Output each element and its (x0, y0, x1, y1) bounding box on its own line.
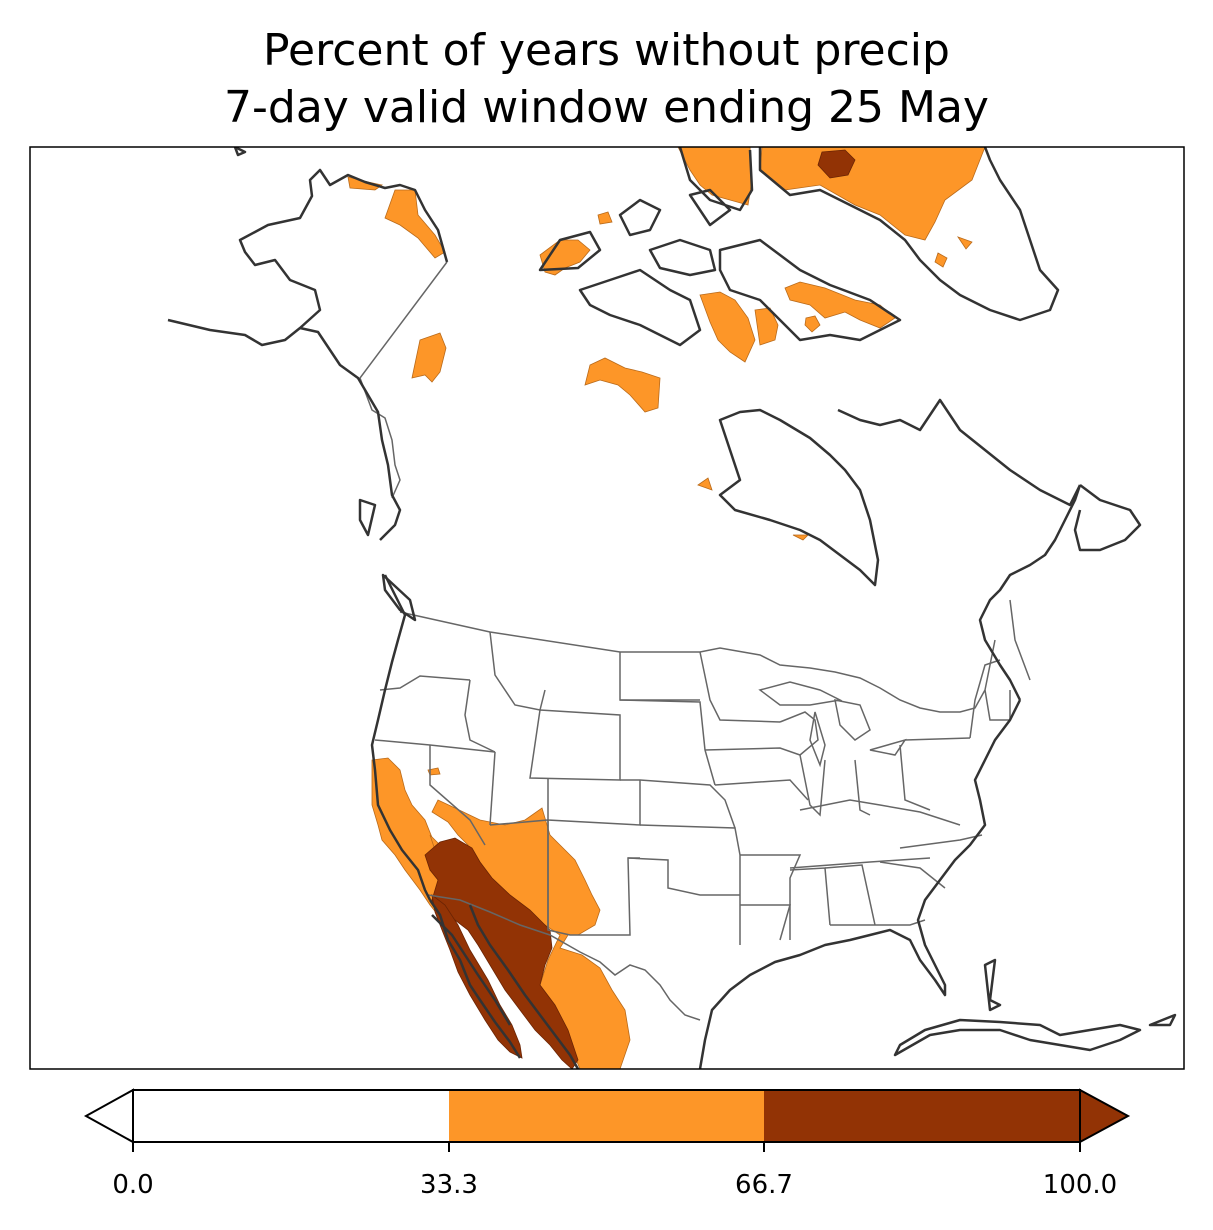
title-line-2: 7-day valid window ending 25 May (224, 82, 989, 133)
ky-oh (799, 799, 961, 826)
ny-ne (969, 659, 1001, 739)
colorbar-bin-mid (449, 1090, 764, 1142)
coast-gulf (698, 699, 1022, 1069)
colorbar-tick-label: 100.0 (1042, 1170, 1118, 1200)
lake-superior (758, 681, 843, 706)
al-ga (824, 864, 876, 926)
region-nunavut-central (584, 357, 661, 413)
lake-erie (869, 738, 907, 756)
region-hudson-sm2 (792, 534, 809, 541)
mn-wi (699, 651, 781, 723)
colorbar-extend-high (1079, 1088, 1131, 1144)
region-baja-dark (431, 894, 523, 1059)
ga-fl (830, 919, 926, 926)
ne-ks (620, 779, 736, 829)
lake-huron (834, 699, 871, 741)
coast-arctic-islands (538, 188, 902, 347)
great-lakes (758, 681, 907, 768)
tn-ky (789, 857, 931, 869)
region-alaska-ne (384, 189, 446, 259)
region-greenland-dark (817, 149, 856, 179)
coast-hudson-bay (718, 408, 880, 587)
colorbar-bin-high (764, 1090, 1080, 1142)
coast-newfoundland (1073, 484, 1142, 552)
colorbar-tick-label: 33.3 (420, 1170, 478, 1200)
idaho-east (489, 631, 546, 711)
coast-northeast (978, 484, 1082, 701)
region-baffin-west (699, 291, 756, 363)
coastlines (167, 147, 1177, 1069)
region-hudson-sm1 (697, 477, 713, 491)
pa-ny (904, 737, 971, 741)
va-nc (899, 834, 983, 849)
mn-ia (704, 747, 801, 756)
colorbar-outline (132, 1089, 1081, 1143)
coast-west-us (370, 574, 432, 901)
mt-ne (619, 652, 716, 786)
ks-ok (639, 824, 741, 945)
region-greenland-small-2 (934, 252, 948, 268)
nv-ut (489, 751, 496, 826)
colorbar-tick-label: 0.0 (112, 1170, 154, 1200)
co-box (547, 778, 641, 826)
coast-islands-misc (233, 147, 1002, 1012)
coast-labrador (837, 398, 1082, 507)
coast-alaska (167, 168, 449, 541)
colorbar (83, 1088, 1131, 1152)
colorbar-extend-low (83, 1088, 134, 1144)
high-category-regions (424, 149, 856, 1069)
lake-michigan (809, 711, 826, 768)
ia-mo (714, 779, 809, 801)
colorbar-tick-label: 66.7 (735, 1170, 793, 1200)
coast-baja (428, 899, 522, 1059)
coast-greenland (758, 147, 1060, 322)
region-baffin-north (784, 281, 896, 329)
region-yukon (411, 332, 447, 383)
political-borders (359, 261, 1031, 1021)
wa-or-border (379, 675, 471, 691)
ar-la (740, 904, 791, 941)
region-baffin-inner (804, 315, 821, 333)
canada-provinces (1009, 599, 1031, 681)
in-oh (854, 759, 871, 816)
il-in (799, 754, 826, 817)
mo-ar (740, 854, 802, 940)
tx-ok (627, 857, 740, 896)
nv-ca (429, 745, 486, 846)
coast-cuba (893, 1018, 1142, 1057)
region-victoria-sm (597, 211, 613, 225)
coast-hispaniola (1148, 1013, 1177, 1027)
colorbar-bin-low (133, 1090, 449, 1142)
coast-mexico-west (468, 904, 580, 1069)
ne-states (984, 689, 1011, 721)
us-mexico-border (427, 894, 701, 1021)
idaho-montana (464, 679, 496, 753)
coast-ellesmere (678, 147, 754, 212)
title-line-1: Percent of years without precip (263, 25, 950, 76)
nc-sc (879, 861, 946, 889)
map-panel (29, 146, 1185, 1070)
region-banks-island (539, 239, 591, 276)
region-greenland-small (956, 236, 973, 250)
oh-pa (899, 744, 931, 811)
